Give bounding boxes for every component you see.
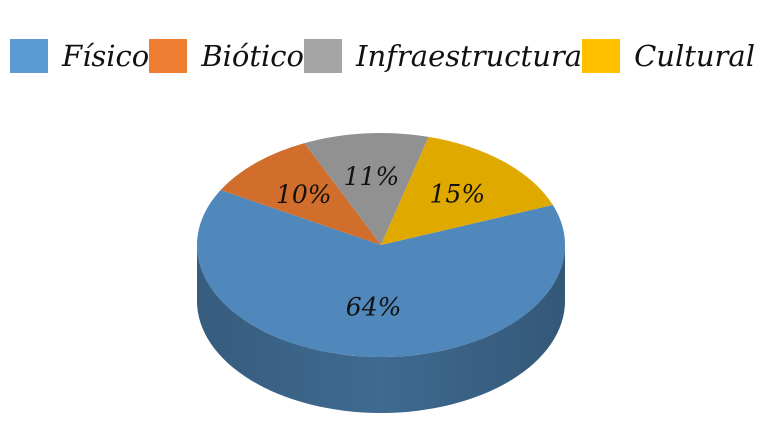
chart-legend: Físico Biótico Infraestructura Cultural xyxy=(10,36,755,76)
legend-label-infraestructura: Infraestructura xyxy=(356,39,583,73)
data-label-biotico: 10% xyxy=(276,180,332,209)
pie-slice-infraestructura xyxy=(304,133,429,245)
legend-swatch-infraestructura xyxy=(304,39,343,73)
pie-slice-fisico xyxy=(197,190,566,358)
pie-labels: 64% 10% 11% 15% xyxy=(276,162,485,322)
pie-side-shade-fisico xyxy=(197,245,565,413)
legend-swatch-fisico xyxy=(10,39,48,73)
legend-label-fisico: Físico xyxy=(62,39,150,73)
data-label-cultural: 15% xyxy=(430,179,486,208)
legend-swatch-biotico xyxy=(149,39,188,73)
legend-item-fisico: Físico xyxy=(10,39,149,73)
legend-item-cultural: Cultural xyxy=(582,39,755,73)
legend-swatch-cultural xyxy=(582,39,621,73)
legend-item-infraestructura: Infraestructura xyxy=(304,39,582,73)
legend-label-biotico: Biótico xyxy=(201,39,304,73)
pie-slice-cultural xyxy=(381,136,553,245)
data-label-infraestructura: 11% xyxy=(344,162,400,191)
pie-slice-biotico xyxy=(220,143,381,245)
pie-sides xyxy=(197,245,565,413)
data-label-fisico: 64% xyxy=(346,292,402,321)
legend-item-biotico: Biótico xyxy=(149,39,304,73)
pie-tops xyxy=(197,133,566,358)
legend-label-cultural: Cultural xyxy=(634,39,755,73)
